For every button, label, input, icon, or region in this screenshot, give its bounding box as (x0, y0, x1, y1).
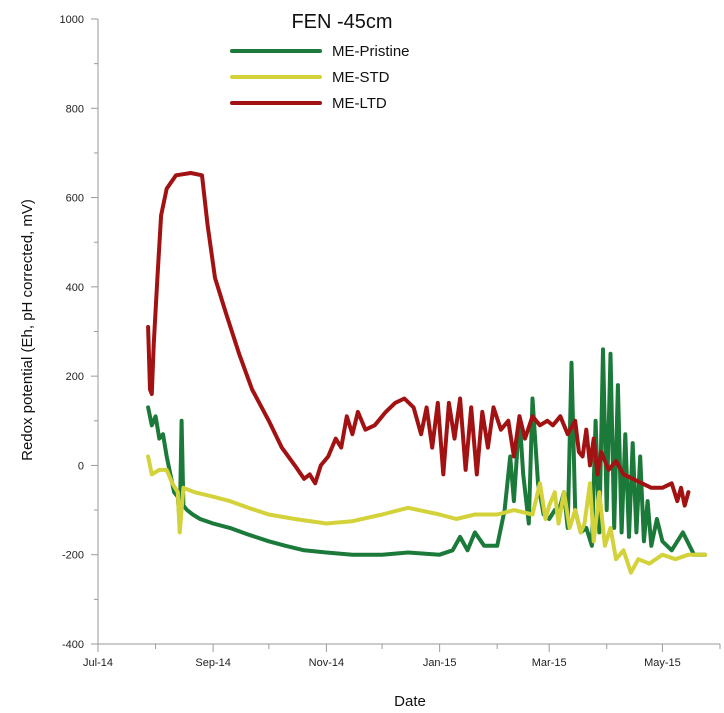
x-tick-label: Sep-14 (195, 657, 230, 669)
y-tick-label: 800 (66, 103, 84, 115)
x-tick-label: Jul-14 (83, 657, 113, 669)
legend: ME-Pristine ME-STD ME-LTD (230, 43, 410, 112)
x-axis-title: Date (394, 693, 426, 710)
y-tick-label: 600 (66, 193, 84, 205)
series-line-me-ltd (146, 171, 691, 508)
legend-label: ME-LTD (332, 95, 387, 112)
y-tick-label: -200 (62, 550, 84, 562)
x-tick-label: Nov-14 (309, 657, 344, 669)
series-line-me-pristine (146, 347, 708, 557)
chart-title: FEN -45cm (291, 11, 392, 33)
legend-label: ME-Pristine (332, 43, 410, 60)
y-tick-label: 0 (78, 460, 84, 472)
y-tick-label: 200 (66, 371, 84, 383)
y-tick-label: 400 (66, 282, 84, 294)
legend-label: ME-STD (332, 69, 390, 86)
x-tick-label: May-15 (644, 657, 681, 669)
x-tick-label: Jan-15 (423, 657, 457, 669)
y-axis-title: Redox potential (Eh, pH corrected, mV) (19, 199, 36, 461)
y-tick-label: 1000 (60, 14, 84, 26)
x-tick-label: Mar-15 (532, 657, 567, 669)
plot-area: -400 -200 0 200 400 600 800 1000 Jul-14 Sep-14 Nov… (60, 14, 721, 669)
y-tick-label: -400 (62, 639, 84, 651)
series-line-me-std (146, 454, 708, 575)
